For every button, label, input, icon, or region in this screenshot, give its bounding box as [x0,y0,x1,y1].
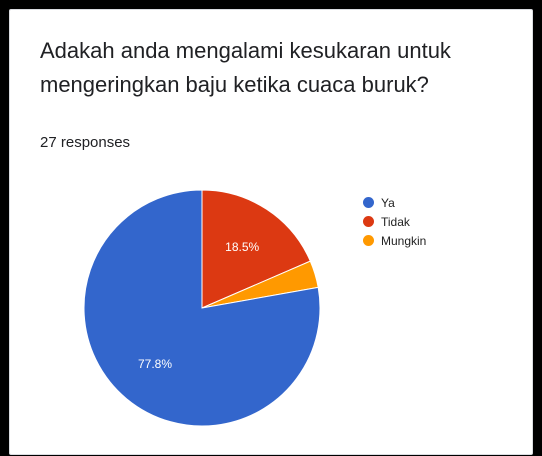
pie-chart: 18.5% 77.8% [83,189,321,427]
legend-item-ya[interactable]: Ya [363,193,426,212]
slice-label-tidak: 18.5% [225,240,259,254]
legend-swatch-mungkin [363,235,374,246]
legend-label-tidak: Tidak [381,214,410,229]
legend-label-mungkin: Mungkin [381,233,427,248]
question-title: Adakah anda mengalami kesukaran untuk me… [40,38,451,97]
legend-item-tidak[interactable]: Tidak [363,212,426,231]
pie-slice-tidak[interactable] [201,189,311,309]
response-summary-card: Adakah anda mengalami kesukaran untuk me… [9,9,533,455]
slice-label-ya: 77.8% [138,357,172,371]
chart-legend: Ya Tidak Mungkin [363,193,426,250]
legend-label-ya: Ya [381,195,395,210]
response-count: 27 responses [40,134,131,151]
legend-swatch-tidak [363,216,374,227]
pie-slice-ya[interactable] [83,189,321,427]
legend-swatch-ya [363,197,374,208]
legend-item-mungkin[interactable]: Mungkin [363,231,426,250]
